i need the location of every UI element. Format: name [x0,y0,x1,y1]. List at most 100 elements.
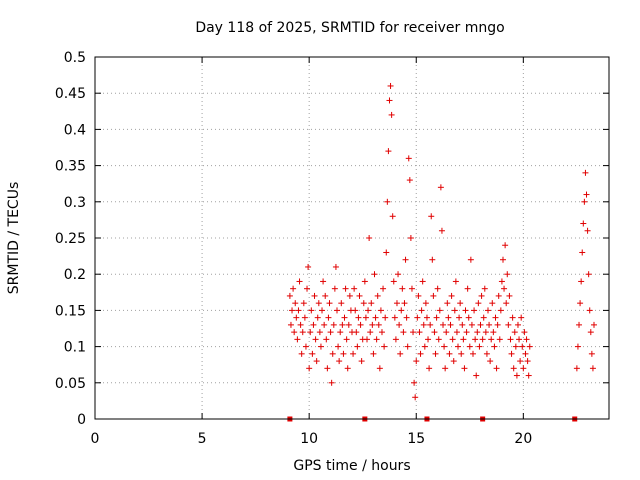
data-point [383,249,390,256]
data-point [441,343,448,350]
data-point [313,358,320,365]
data-point [406,177,413,184]
data-point [295,307,302,314]
y-tick-label: 0.05 [55,376,86,392]
data-point [509,314,516,321]
data-point [407,235,414,241]
data-point [371,271,378,278]
data-point [493,365,500,372]
data-point [340,350,347,357]
data-point [483,350,490,357]
data-point [430,292,437,299]
data-point [341,314,348,321]
data-point [322,292,329,299]
data-point [482,329,489,336]
data-point [512,343,519,350]
data-point [447,321,454,328]
y-tick-label: 0.25 [55,231,86,247]
data-point [416,329,423,336]
data-point [327,329,334,336]
data-point [457,300,464,307]
data-point [317,343,324,350]
data-point [577,300,584,307]
data-point [401,300,408,307]
data-point [324,365,331,372]
axis-ticks: 0 0.05 0.1 0.15 0.2 0.25 0.3 0.35 0.4 0.45 0.5 0 5 10… [55,50,609,447]
data-point [460,336,467,343]
data-point [507,336,514,343]
data-point [369,321,376,328]
data-point [580,220,587,227]
data-point [494,321,501,328]
data-point [448,292,455,299]
data-point [470,350,477,357]
data-point [420,321,427,328]
data-point [332,263,339,270]
data-point [345,321,352,328]
data-point [473,372,480,379]
data-point [459,321,466,328]
y-tick-label: 0 [77,412,86,428]
data-point [522,350,529,357]
y-tick-label: 0.2 [64,267,86,283]
data-point [355,314,362,321]
data-point [291,329,298,336]
y-tick-label: 0.1 [64,340,86,356]
data-point [386,97,393,104]
data-point [434,285,441,292]
data-point [496,336,503,343]
data-point [395,271,402,278]
data-point [464,285,471,292]
data-point [353,329,360,336]
data-point [516,336,523,343]
data-point [287,321,294,328]
data-point [323,336,330,343]
data-point [578,278,585,285]
data-point [518,314,525,321]
data-point [306,365,313,372]
data-point [475,300,482,307]
data-point [368,300,375,307]
data-point [300,300,307,307]
data-point [391,314,398,321]
data-point [331,285,338,292]
data-point [344,365,351,372]
data-point [377,307,384,314]
data-point [492,314,499,321]
data-point [450,358,457,365]
data-point [455,343,462,350]
data-point [514,321,521,328]
data-point [582,169,589,176]
data-point [419,278,426,285]
data-point [495,292,502,299]
data-point [480,314,487,321]
data-point [404,343,411,350]
data-point [289,307,296,314]
data-point [576,321,583,328]
data-point [444,300,451,307]
data-point [432,350,439,357]
data-point [477,321,484,328]
data-point [390,278,397,285]
data-point [523,336,530,343]
data-point [286,292,293,299]
y-tick-label: 0.5 [64,50,86,66]
data-point [399,285,406,292]
data-point [387,82,394,89]
data-point [410,329,417,336]
data-point [418,307,425,314]
data-point [435,336,442,343]
data-point [362,314,369,321]
x-tick-label: 20 [514,431,532,447]
data-point [437,184,444,191]
data-point [361,278,368,285]
data-point [412,394,419,401]
data-point [428,213,435,220]
data-point [465,314,472,321]
data-point [338,300,345,307]
data-point [414,314,421,321]
data-point [511,329,518,336]
data-point [510,365,517,372]
data-point [321,321,328,328]
data-point [308,307,315,314]
